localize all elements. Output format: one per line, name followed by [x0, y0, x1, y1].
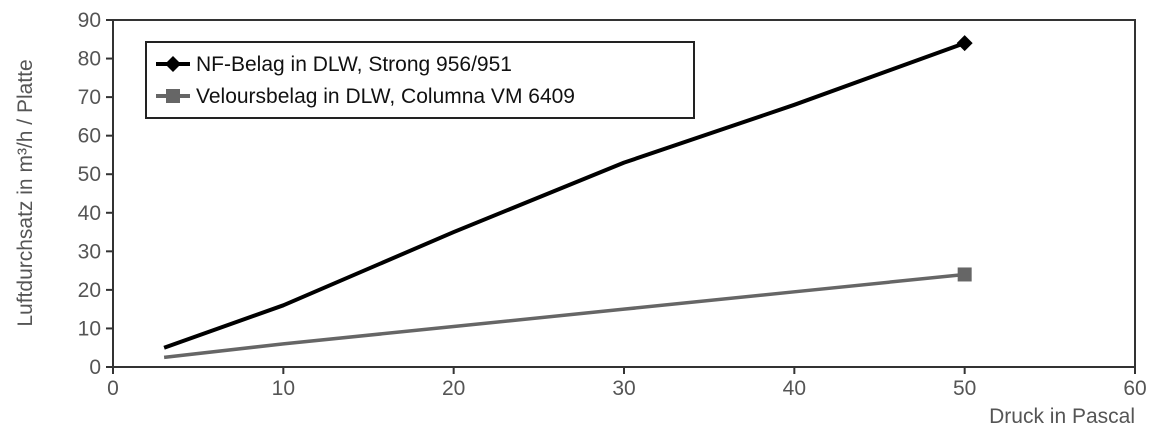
legend-label: Veloursbelag in DLW, Columna VM 6409 [196, 85, 575, 108]
y-axis-title: Luftdurchsatz in m³/h / Platte [14, 59, 37, 326]
y-axis: 0 10 20 30 40 50 60 70 80 90 [78, 9, 113, 379]
series-1 [163, 35, 973, 350]
y-tick-label: 80 [78, 48, 101, 71]
series-end-marker [956, 35, 973, 52]
legend-items: NF-Belag in DLW, Strong 956/951 Veloursbe… [156, 53, 575, 108]
x-tick-label: 50 [953, 377, 976, 400]
legend-marker [165, 56, 181, 72]
y-tick-label: 20 [78, 279, 101, 302]
x-tick-label: 0 [107, 377, 119, 400]
x-axis: 0 10 20 30 40 50 60 [107, 367, 1147, 400]
y-tick-label: 60 [78, 125, 101, 148]
legend-box [145, 41, 695, 119]
y-tick-label: 10 [78, 317, 101, 340]
legend-item: Veloursbelag in DLW, Columna VM 6409 [156, 85, 575, 108]
series-end-marker [957, 267, 972, 282]
legend-marker [166, 89, 180, 103]
legend-label: NF-Belag in DLW, Strong 956/951 [196, 53, 512, 76]
x-tick-label: 20 [442, 377, 465, 400]
series-line [163, 41, 966, 350]
y-tick-label: 90 [78, 9, 101, 32]
series-2 [163, 267, 972, 360]
x-tick-label: 40 [783, 377, 806, 400]
y-tick-label: 40 [78, 202, 101, 225]
y-tick-label: 70 [78, 86, 101, 109]
legend-item: NF-Belag in DLW, Strong 956/951 [156, 53, 512, 76]
x-tick-label: 10 [272, 377, 295, 400]
y-tick-label: 50 [78, 163, 101, 186]
x-tick-label: 60 [1123, 377, 1146, 400]
legend: NF-Belag in DLW, Strong 956/951 Veloursbe… [145, 41, 695, 119]
series-layer [163, 35, 973, 360]
x-axis-title: Druck in Pascal [989, 405, 1135, 428]
y-tick-label: 30 [78, 240, 101, 263]
series-line [163, 272, 965, 360]
y-tick-label: 0 [89, 356, 101, 379]
x-tick-label: 30 [612, 377, 635, 400]
